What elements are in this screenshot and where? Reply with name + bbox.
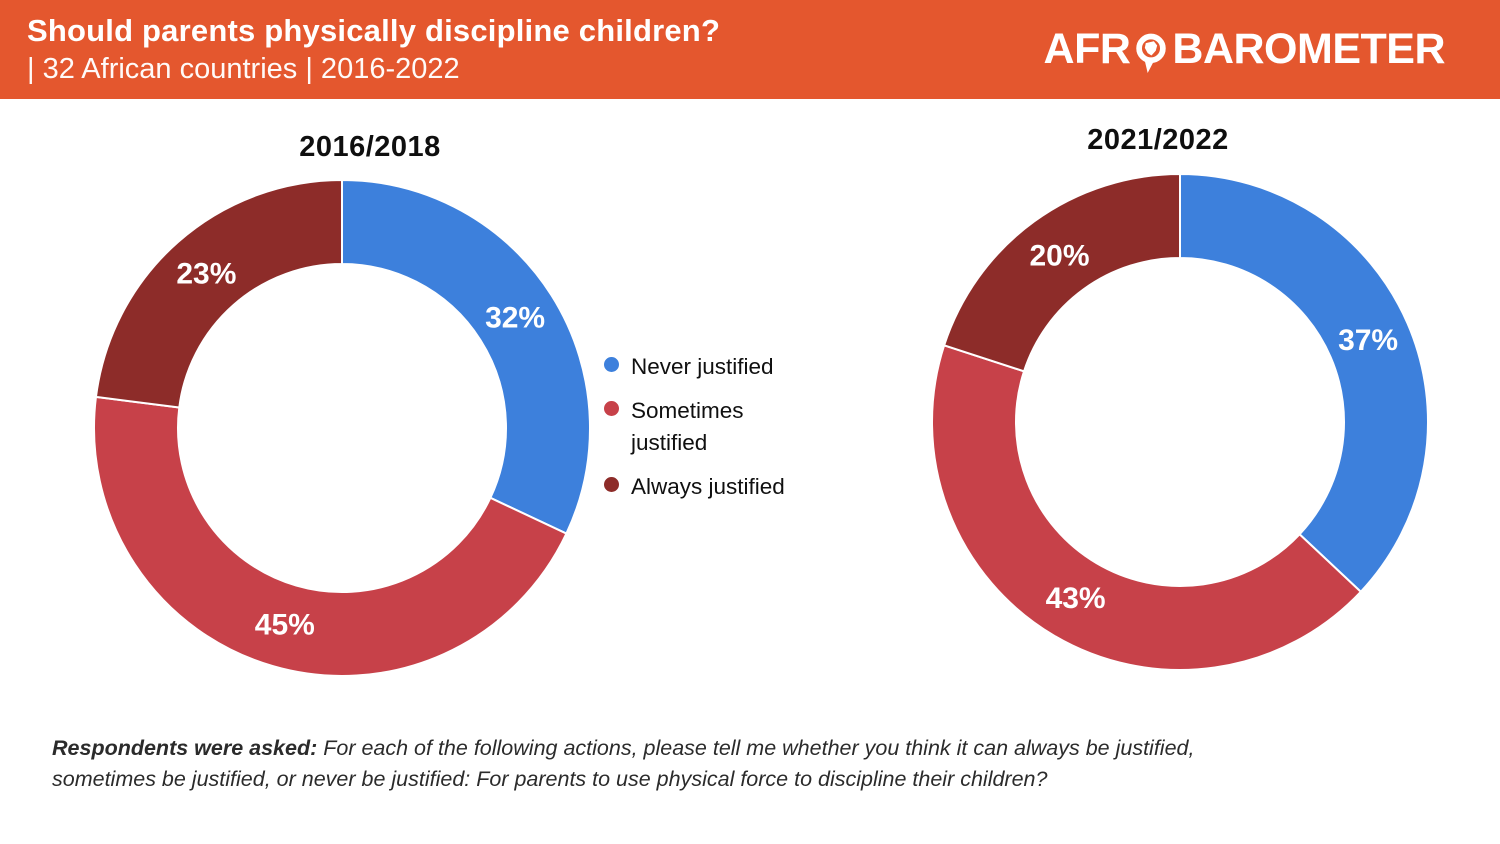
donut-chart-2016-2018: 32% 45% 23% (93, 178, 591, 677)
legend-item: Always justified (604, 471, 806, 504)
chart-title-2016-2018: 2016/2018 (299, 131, 441, 163)
afrobarometer-logo: AFR BAROMETER (1043, 20, 1446, 80)
donut-slice-never-justified (341, 178, 591, 535)
page-subtitle: | 32 African countries | 2016-2022 (27, 53, 460, 86)
legend-item: Sometimes justified (604, 395, 806, 460)
donut-slice-sometimes-justified (931, 344, 1363, 671)
donut-slice-never-justified (1179, 172, 1429, 594)
page-title: Should parents physically discipline chi… (27, 12, 721, 48)
legend-dot-icon (604, 476, 619, 492)
legend-dot-icon (604, 400, 619, 416)
survey-question-line2: sometimes be justified, or never be just… (52, 767, 1048, 792)
legend-dot-icon (604, 357, 619, 372)
donut-slice-always-justified (942, 172, 1181, 373)
survey-question-note: Respondents were asked: For each of the … (52, 733, 1312, 795)
africa-speech-bubble-icon (1136, 33, 1167, 73)
slice-value-label: 37% (1338, 324, 1398, 357)
header-text-block: Should parents physically discipline chi… (27, 12, 720, 88)
donut-slice-always-justified (94, 178, 343, 409)
survey-question-line1-rest: For each of the following actions, pleas… (317, 736, 1195, 760)
slice-value-label: 23% (176, 258, 236, 291)
legend-label: Never justified (631, 354, 774, 379)
header-bar: Should parents physically discipline chi… (0, 0, 1500, 99)
chart-title-2021-2022: 2021/2022 (1087, 124, 1229, 156)
survey-question-line1: Respondents were asked: For each of the … (52, 733, 1312, 764)
slice-value-label: 43% (1046, 582, 1106, 615)
slice-value-label: 45% (255, 608, 315, 641)
survey-question-lead: Respondents were asked: (52, 736, 318, 760)
logo-text-left: AFR (1043, 25, 1131, 73)
logo-text-right: BAROMETER (1172, 25, 1445, 73)
donut-chart-2021-2022: 37% 43% 20% (931, 172, 1429, 671)
slice-value-label: 32% (485, 302, 545, 335)
legend: Never justified Sometimes justified Always… (604, 351, 806, 504)
legend-item: Never justified (604, 351, 806, 384)
slice-value-label: 20% (1029, 240, 1089, 273)
legend-label: Always justified (631, 473, 785, 499)
donut-slice-sometimes-justified (93, 395, 568, 677)
legend-label: Sometimes justified (631, 397, 744, 456)
